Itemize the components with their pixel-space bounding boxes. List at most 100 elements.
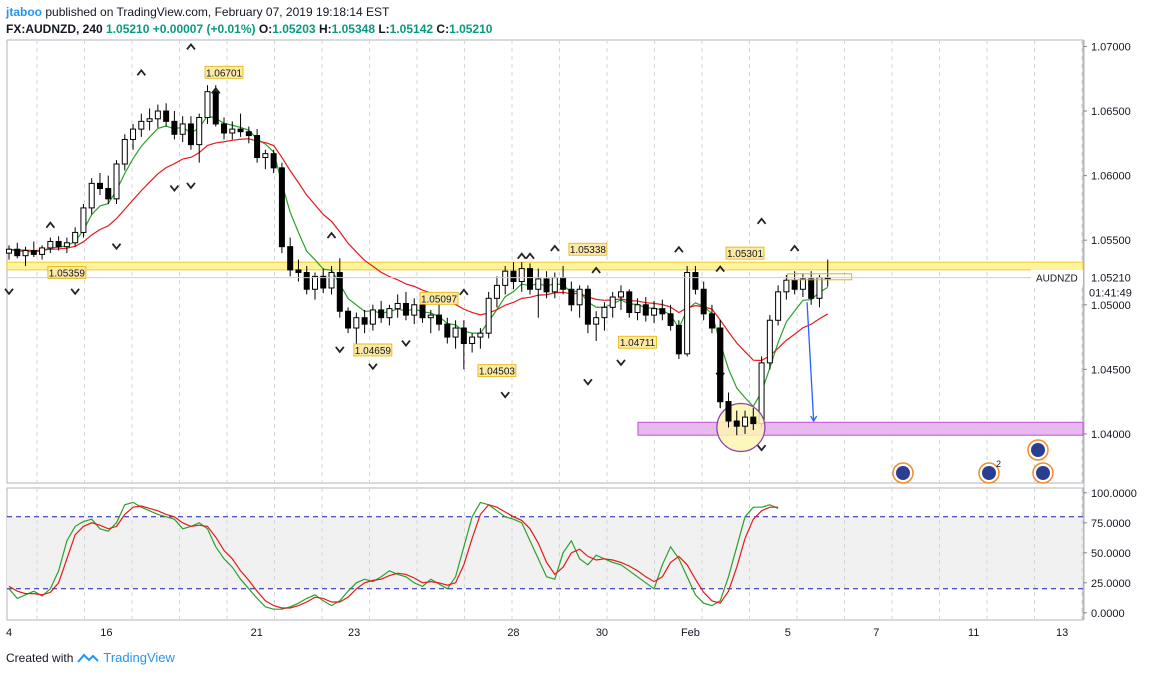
- candle-down: [733, 420, 740, 427]
- candle-up: [651, 308, 658, 316]
- x-tick-label: 30: [596, 627, 608, 638]
- fractal-up-marker: [550, 244, 560, 252]
- candle-up: [47, 240, 54, 249]
- price-annotation-tag: [618, 335, 657, 349]
- x-tick-label: 28: [507, 627, 519, 638]
- low-label: L:: [378, 22, 390, 36]
- candle-up: [742, 416, 749, 427]
- price-chart[interactable]: 4 16 21 23 28 30 Feb 5 7 11 13 1.07000 1.06500 1.0600…: [0, 38, 1154, 638]
- author-name[interactable]: jtaboo: [6, 5, 42, 19]
- fractal-up-marker: [715, 265, 725, 273]
- candle-up: [179, 123, 186, 135]
- symbol-tag: AUDNZD: [1036, 274, 1078, 285]
- candle-down: [808, 278, 815, 299]
- stoch-y-tick-label: 25.0000: [1091, 578, 1131, 590]
- fractal-up-marker: [459, 288, 469, 296]
- y-tick-label: 1.05500: [1091, 235, 1131, 247]
- candle-down: [700, 288, 707, 315]
- candle-up: [775, 291, 782, 321]
- price-annotation-label: 1.05359: [49, 268, 86, 279]
- candle-up: [80, 207, 87, 233]
- candle-up: [411, 304, 418, 316]
- candle-down: [527, 268, 534, 290]
- candle-down: [105, 188, 112, 200]
- close-value: 1.05210: [449, 22, 493, 36]
- candle-down: [163, 110, 170, 122]
- stoch-y-tick-label: 50.0000: [1091, 548, 1131, 560]
- candle-down: [212, 91, 219, 125]
- fractal-up-marker: [186, 43, 196, 51]
- price-annotation-label: 1.05338: [570, 245, 607, 256]
- candle-down: [402, 302, 409, 316]
- candle-up: [204, 91, 211, 118]
- open-value: 1.05203: [272, 22, 316, 36]
- candle-up: [518, 268, 525, 283]
- price-annotation-tag: [204, 65, 244, 79]
- flag-icon: [1031, 443, 1045, 457]
- fractal-up-marker: [211, 86, 221, 94]
- candle-down: [30, 250, 37, 255]
- price-annotation-tag: [353, 343, 393, 357]
- candle-up: [196, 116, 203, 146]
- x-tick-label: 21: [251, 627, 263, 638]
- low-highlight-circle: [716, 402, 766, 453]
- price-annotation-label: 1.06701: [206, 68, 243, 79]
- candle-up: [535, 278, 542, 290]
- stoch-y-tick-label: 100.0000: [1091, 488, 1137, 500]
- candle-up: [452, 327, 459, 338]
- fractal-down-marker: [70, 288, 80, 296]
- symbol-label: FX:AUDNZD, 240: [6, 22, 103, 36]
- candle-up: [601, 306, 608, 319]
- high-label: H:: [318, 22, 332, 36]
- candle-down: [725, 401, 732, 422]
- fractal-up-marker: [326, 231, 337, 239]
- symbol-tag-bg: [1031, 269, 1083, 286]
- x-tick-label: 13: [1056, 627, 1068, 638]
- fractal-down-marker: [186, 182, 196, 190]
- candle-down: [14, 248, 21, 257]
- candle-down: [237, 128, 244, 133]
- fractal-down-marker: [4, 288, 14, 296]
- candle-up: [146, 118, 153, 122]
- high-value: 1.05348: [331, 22, 375, 36]
- fractal-down-marker: [500, 391, 510, 399]
- fractal-down-marker: [169, 184, 180, 192]
- y-tick-label: 1.06500: [1091, 106, 1131, 118]
- price-annotation-label: 1.04711: [620, 338, 656, 349]
- candle-down: [444, 323, 451, 338]
- candle-down: [675, 324, 682, 355]
- x-tick-label: 16: [100, 627, 112, 638]
- candle-down: [187, 123, 194, 146]
- candle-up: [328, 271, 335, 289]
- candle-up: [88, 182, 95, 209]
- y-tick-label: 1.04000: [1091, 429, 1131, 441]
- publish-info: jtaboo published on TradingView.com, Feb…: [6, 5, 389, 19]
- x-tick-label: Feb: [681, 627, 700, 638]
- tradingview-brand[interactable]: TradingView: [103, 650, 175, 665]
- footer: Created with TradingView: [6, 650, 175, 665]
- candle-up: [799, 278, 806, 290]
- candle-up: [311, 275, 318, 290]
- fractal-up-marker: [525, 252, 535, 260]
- candle-down: [320, 275, 327, 289]
- support-zone: [637, 421, 1084, 436]
- price-tag-bg: [1085, 269, 1153, 300]
- y-tick-label: 1.05000: [1091, 300, 1131, 312]
- publish-text: published on TradingView.com, February 0…: [45, 5, 390, 19]
- candle-up: [551, 277, 558, 293]
- candle-down: [659, 308, 666, 315]
- candle-down: [221, 123, 228, 134]
- candle-down: [361, 317, 368, 325]
- price-annotation-label: 1.05097: [421, 294, 458, 305]
- candle-up: [63, 242, 70, 248]
- stoch-y-tick-label: 75.0000: [1091, 518, 1131, 530]
- candle-down: [378, 309, 385, 319]
- fractal-up-marker: [45, 221, 56, 229]
- fractal-down-marker: [111, 243, 122, 251]
- fractal-up-marker: [517, 252, 527, 260]
- candle-up: [39, 247, 46, 255]
- ohlc-legend: FX:AUDNZD, 240 1.05210 +0.00007 (+0.01%)…: [6, 22, 492, 36]
- candle-up: [154, 110, 161, 120]
- created-with-text: Created with: [6, 650, 74, 665]
- candle-up: [593, 317, 600, 325]
